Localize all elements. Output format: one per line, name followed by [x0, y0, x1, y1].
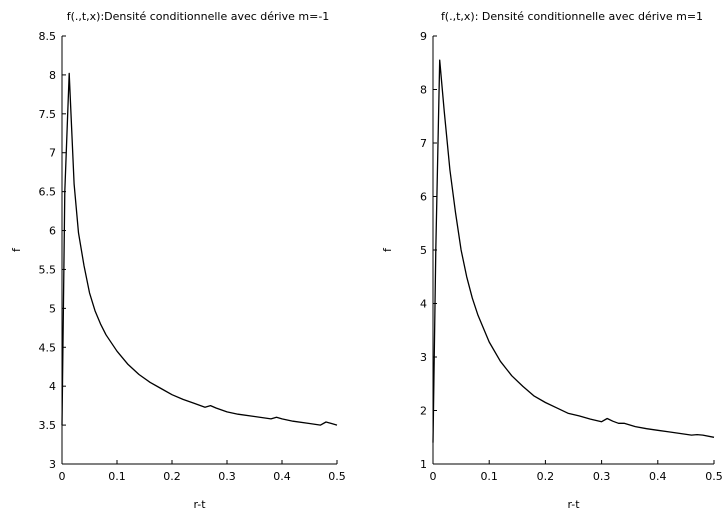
x-tick-label: 0.1 [480, 470, 498, 483]
y-axis-label: f [10, 247, 23, 252]
series-line [61, 72, 338, 426]
x-tick-label: 0.5 [705, 470, 723, 483]
y-tick-label: 8 [420, 84, 427, 97]
x-axis-label: r-t [193, 498, 206, 511]
y-tick-label: 7 [420, 137, 427, 150]
y-tick-label: 8.5 [39, 30, 57, 43]
x-tick-label: 0.1 [108, 470, 126, 483]
y-tick-label: 5 [420, 244, 427, 257]
y-axis-label: f [381, 247, 394, 252]
x-tick-label: 0 [430, 470, 437, 483]
y-tick-label: 5 [49, 302, 56, 315]
y-tick-label: 6.5 [39, 186, 57, 199]
y-tick-label: 3 [420, 351, 427, 364]
chart-right: f(.,t,x): Densité conditionnelle avec dé… [381, 10, 723, 511]
x-tick-label: 0.2 [163, 470, 181, 483]
x-tick-label: 0.4 [273, 470, 291, 483]
y-tick-label: 7.5 [39, 108, 57, 121]
x-tick-label: 0.4 [649, 470, 667, 483]
x-axis-label: r-t [567, 498, 580, 511]
y-tick-label: 7 [49, 147, 56, 160]
y-tick-label: 6 [420, 191, 427, 204]
x-tick-label: 0 [59, 470, 66, 483]
chart-left: f(.,t,x):Densité conditionnelle avec dér… [10, 10, 346, 511]
x-tick-label: 0.3 [593, 470, 611, 483]
chart-title: f(.,t,x):Densité conditionnelle avec dér… [67, 10, 330, 23]
x-tick-label: 0.5 [328, 470, 346, 483]
y-tick-label: 1 [420, 458, 427, 471]
x-tick-label: 0.3 [218, 470, 236, 483]
y-tick-label: 3.5 [39, 419, 57, 432]
y-tick-label: 8 [49, 69, 56, 82]
x-tick-label: 0.2 [537, 470, 555, 483]
y-tick-label: 4.5 [39, 341, 57, 354]
y-tick-label: 4 [49, 380, 56, 393]
y-tick-label: 2 [420, 405, 427, 418]
series-line [432, 59, 715, 443]
y-tick-label: 5.5 [39, 263, 57, 276]
chart-title: f(.,t,x): Densité conditionnelle avec dé… [441, 10, 703, 23]
y-tick-label: 9 [420, 30, 427, 43]
y-tick-label: 6 [49, 225, 56, 238]
y-tick-label: 3 [49, 458, 56, 471]
y-tick-label: 4 [420, 298, 427, 311]
